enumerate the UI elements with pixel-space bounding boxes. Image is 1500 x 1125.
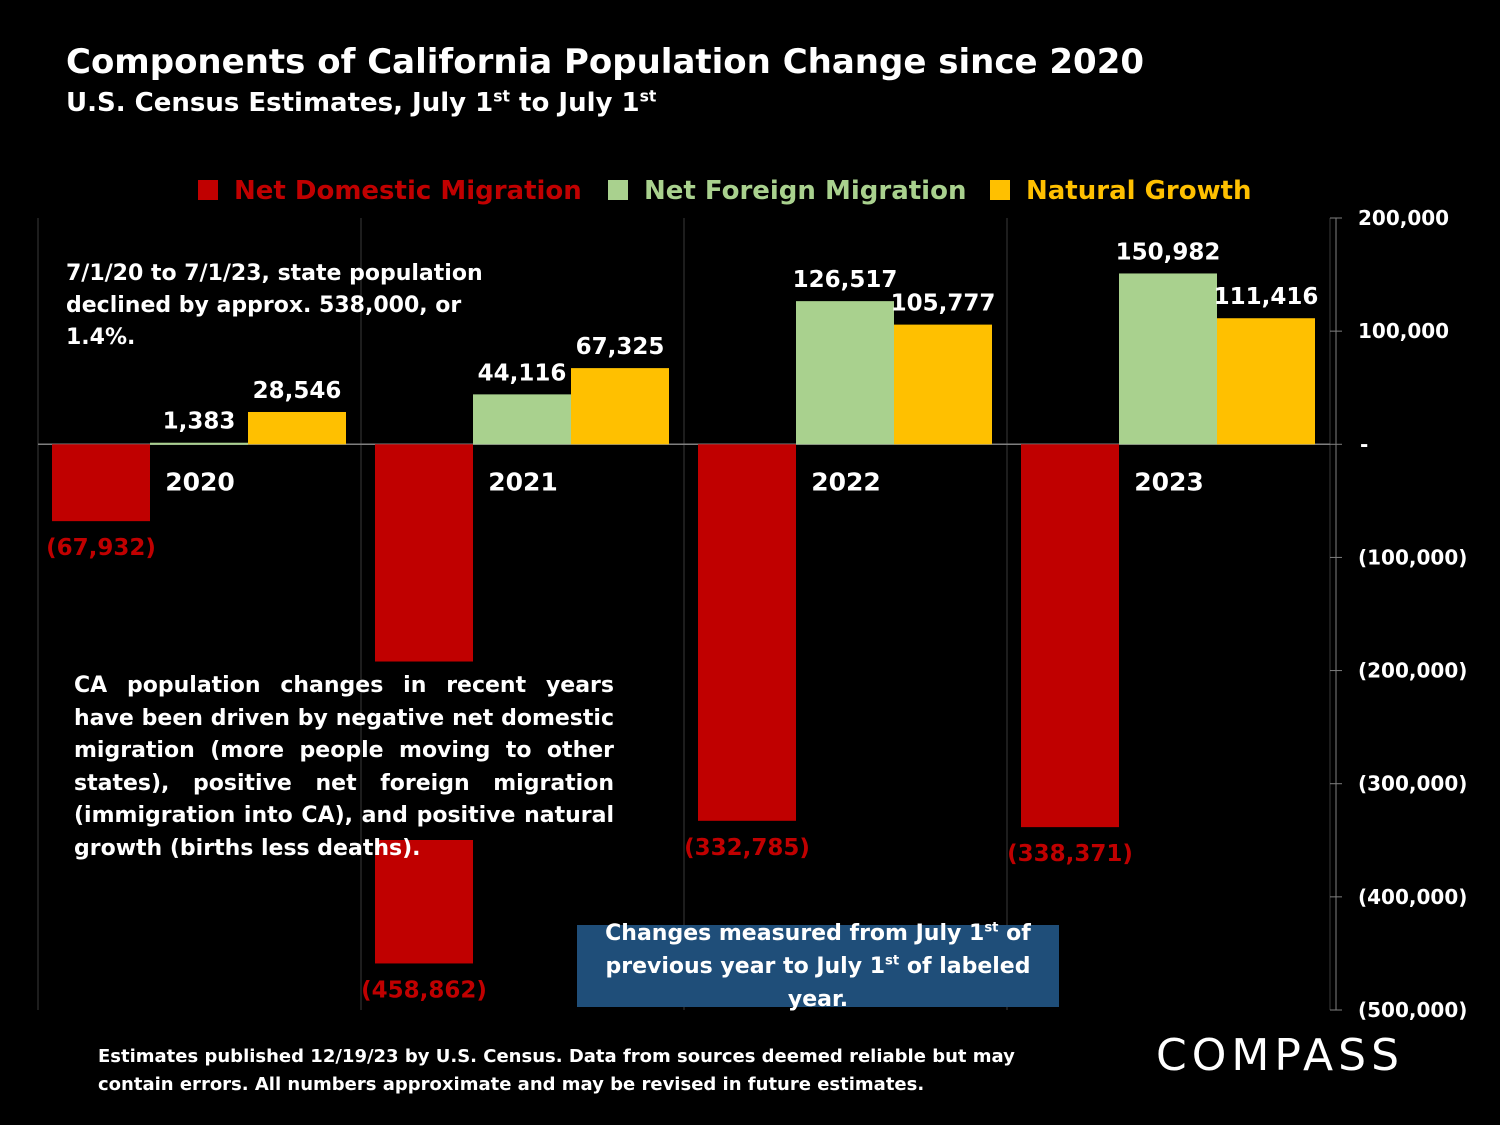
legend-swatch	[608, 180, 628, 200]
compass-logo: COMPASS	[1156, 1030, 1404, 1081]
subtitle-sup-2: st	[639, 87, 657, 106]
y-tick-label: (100,000)	[1358, 545, 1467, 569]
y-tick-label: (300,000)	[1358, 772, 1467, 796]
category-label: 2021	[488, 467, 558, 496]
note-box-line-1-sup: st	[984, 920, 999, 936]
y-tick-label: 200,000	[1358, 206, 1449, 230]
y-tick-label: (200,000)	[1358, 659, 1467, 683]
bar	[1021, 444, 1119, 828]
note-box-line-2: previous year to July 1st of labeled yea…	[577, 950, 1059, 1016]
legend-label: Net Domestic Migration	[234, 176, 582, 206]
footer-disclaimer: Estimates published 12/19/23 by U.S. Cen…	[98, 1046, 1015, 1095]
bar	[52, 444, 150, 522]
data-label: 105,777	[891, 291, 996, 317]
summary-note: 7/1/20 to 7/1/23, state population decli…	[66, 261, 483, 350]
data-label: 28,546	[253, 378, 342, 404]
bar	[150, 442, 248, 445]
note-box-line-2-suffix: of labeled year.	[787, 953, 1031, 1012]
bar	[473, 394, 571, 445]
legend-label: Natural Growth	[1026, 176, 1252, 206]
bar	[248, 411, 346, 445]
measurement-note-box: Changes measured from July 1st of previo…	[577, 921, 1059, 1012]
data-label: (67,932)	[46, 535, 156, 561]
bar-continuation	[375, 840, 473, 964]
data-label: 67,325	[576, 334, 665, 360]
category-label: 2022	[811, 467, 881, 496]
note-box-line-1-prefix: Changes measured from July 1	[605, 920, 985, 946]
y-tick-label: (400,000)	[1358, 885, 1467, 909]
subtitle-middle: to July 1	[510, 88, 640, 118]
subtitle-prefix: U.S. Census Estimates, July 1	[66, 88, 494, 118]
bar	[1217, 318, 1315, 445]
y-tick-label: -	[1360, 432, 1368, 456]
data-label: (332,785)	[684, 835, 810, 861]
legend-swatch	[198, 180, 218, 200]
bar	[894, 324, 992, 445]
bar	[375, 444, 473, 662]
category-label: 2020	[165, 467, 235, 496]
data-label: (338,371)	[1007, 841, 1133, 867]
data-label: 1,383	[163, 408, 236, 434]
legend-swatch	[990, 180, 1010, 200]
note-box-line-1: Changes measured from July 1st of	[577, 917, 1059, 950]
data-label: 126,517	[793, 267, 898, 293]
category-label: 2023	[1134, 467, 1204, 496]
y-tick-label: 100,000	[1358, 319, 1449, 343]
chart-subtitle: U.S. Census Estimates, July 1st to July …	[66, 88, 656, 118]
data-label: 150,982	[1116, 239, 1221, 265]
note-box-line-2-sup: st	[885, 953, 900, 969]
explanation-note: CA population changes in recent years ha…	[74, 673, 614, 861]
bar	[1119, 273, 1217, 445]
data-label: 44,116	[478, 360, 567, 386]
note-box-line-1-suffix: of	[998, 920, 1031, 946]
legend-label: Net Foreign Migration	[644, 176, 966, 206]
data-label: (458,862)	[361, 977, 487, 1003]
chart-title: Components of California Population Chan…	[66, 42, 1145, 82]
note-box-line-2-prefix: previous year to July 1	[605, 953, 886, 979]
bar	[698, 444, 796, 821]
bar	[796, 301, 894, 445]
bar	[571, 368, 669, 445]
y-tick-label: (500,000)	[1358, 998, 1467, 1022]
subtitle-sup-1: st	[493, 87, 510, 106]
data-label: 111,416	[1214, 284, 1319, 310]
